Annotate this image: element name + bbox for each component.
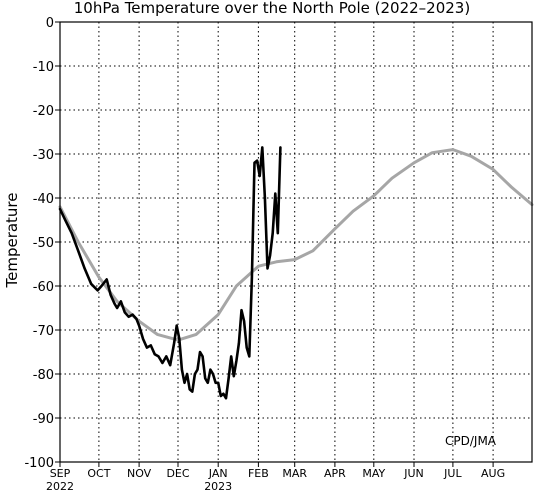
x-tick-label: JUN — [403, 467, 424, 480]
x-tick-label: JAN — [208, 467, 228, 480]
y-tick-label: -50 — [33, 236, 54, 251]
y-tick-label: -20 — [33, 104, 54, 119]
y-tick-label: -90 — [33, 412, 54, 427]
series-layer — [58, 146, 534, 400]
x-tick-label: SEP — [50, 467, 71, 480]
chart-title: 10hPa Temperature over the North Pole (2… — [74, 0, 470, 17]
credit-label: CPD/JMA — [445, 434, 497, 448]
climatology-line — [58, 148, 534, 342]
x-tick-year-label: 2022 — [46, 480, 74, 493]
y-tick-label: -30 — [33, 148, 54, 163]
observed-temperature-line — [58, 146, 282, 400]
x-tick-label: AUG — [481, 467, 505, 480]
x-tick-label: FEB — [248, 467, 269, 480]
x-tick-year-label: 2023 — [204, 480, 232, 493]
x-tick-label: MAR — [282, 467, 307, 480]
x-tick-label: DEC — [166, 467, 189, 480]
x-tick-label: JUL — [443, 467, 462, 480]
x-tick-label: APR — [324, 467, 346, 480]
y-tick-label: -60 — [33, 280, 54, 295]
y-tick-label: 0 — [46, 16, 54, 31]
y-tick-label: -80 — [33, 368, 54, 383]
x-tick-label: MAY — [362, 467, 385, 480]
y-tick-label: -40 — [33, 192, 54, 207]
y-tick-label: -70 — [33, 324, 54, 339]
y-tick-label: -10 — [33, 60, 54, 75]
y-tick-label: -100 — [24, 456, 54, 471]
x-tick-label: NOV — [127, 467, 152, 480]
grid-lines — [60, 22, 532, 462]
y-axis-label: Temperature — [3, 192, 21, 288]
x-tick-label: OCT — [87, 467, 110, 480]
